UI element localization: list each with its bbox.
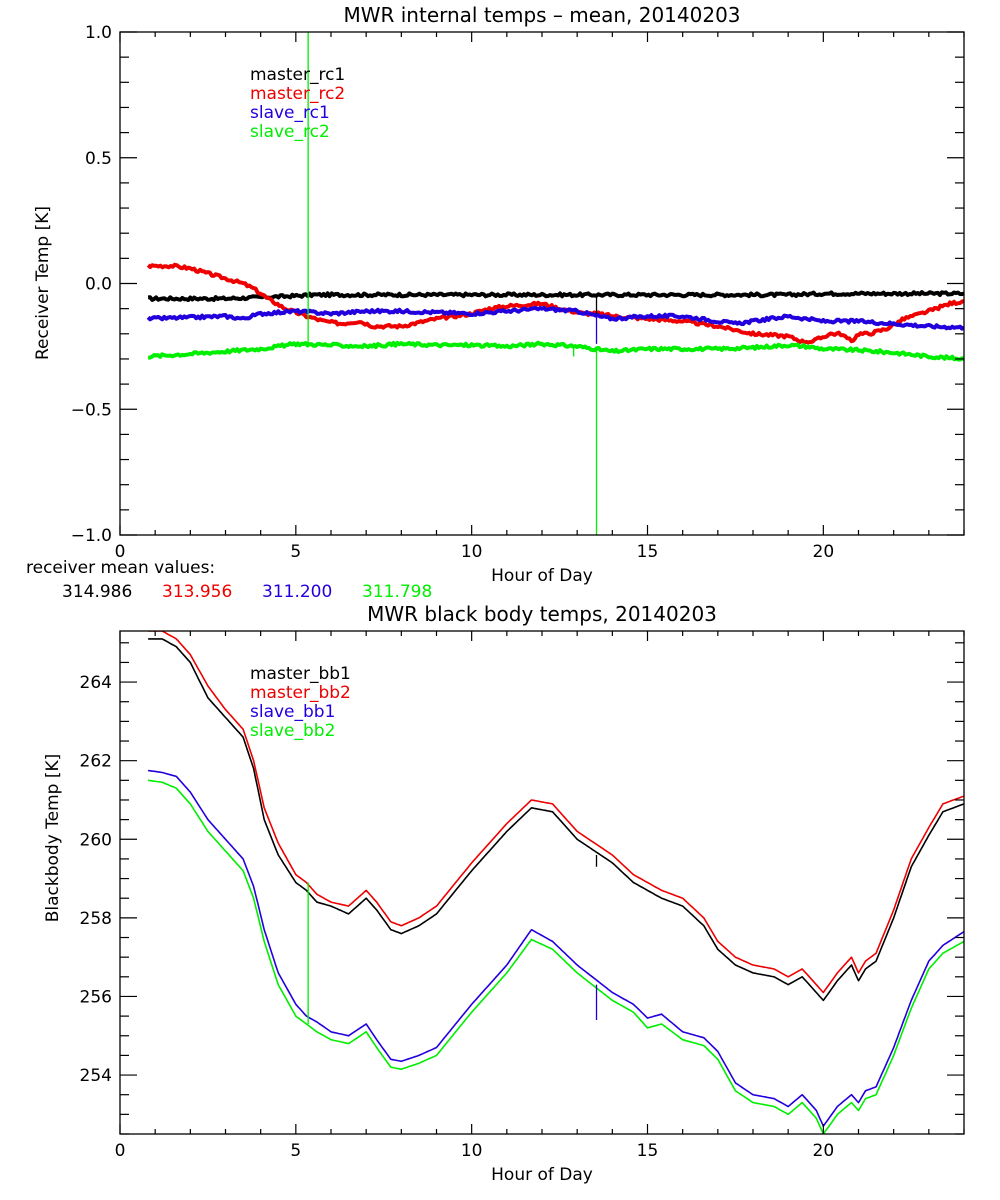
legend-item-slave-rc2: slave_rc2 — [250, 122, 330, 142]
blackbody-series-slave-bb2 — [147, 779, 964, 1134]
receiver-x-tick-label: 0 — [115, 542, 126, 562]
receiver-x-tick-label: 15 — [637, 542, 659, 562]
receiver-y-tick-label: 1.0 — [85, 23, 112, 43]
blackbody-x-tick-label: 20 — [813, 1141, 835, 1161]
receiver-y-tick-label: 0.5 — [85, 149, 112, 169]
mean-value-master-rc2: 313.956 — [162, 582, 232, 602]
mean-values-label: receiver mean values: — [26, 558, 215, 578]
receiver-y-tick-label: 0.0 — [85, 275, 112, 295]
receiver-series-slave-rc1 — [146, 305, 964, 331]
legend-item-slave-bb2: slave_bb2 — [250, 721, 335, 741]
receiver-x-tick-label: 10 — [461, 542, 483, 562]
receiver-y-tick-label: −0.5 — [71, 400, 112, 420]
blackbody-series-master-bb1 — [148, 638, 964, 1002]
receiver-x-tick-label: 5 — [290, 542, 301, 562]
receiver-spikes-group — [307, 32, 598, 535]
receiver-y-axis-label: Receiver Temp [K] — [33, 206, 53, 360]
receiver-y-tick-label: −1.0 — [71, 526, 112, 546]
receiver-axis-ticks — [119, 31, 965, 536]
legend-item-master-rc1: master_rc1 — [250, 65, 345, 85]
blackbody-x-tick-label: 15 — [637, 1141, 659, 1161]
legend-item-master-rc2: master_rc2 — [250, 84, 345, 104]
blackbody-y-tick-label: 256 — [80, 987, 112, 1007]
chart-title-blackbody: MWR black body temps, 20140203 — [367, 602, 717, 626]
blackbody-y-tick-label: 260 — [80, 830, 112, 850]
receiver-x-axis-label: Hour of Day — [491, 566, 593, 586]
receiver-series-master-rc2 — [146, 262, 964, 345]
blackbody-y-tick-label: 258 — [80, 909, 112, 929]
receiver-temp-chart: MWR internal temps – mean, 20140203 0 5 10… — [33, 3, 965, 586]
blackbody-x-tick-label: 5 — [290, 1141, 301, 1161]
receiver-x-tick-label: 20 — [813, 542, 835, 562]
blackbody-y-tick-label: 264 — [80, 673, 112, 693]
receiver-legend: master_rc1 master_rc2 slave_rc1 slave_rc… — [250, 65, 345, 142]
legend-item-master-bb1: master_bb1 — [250, 664, 351, 684]
mean-value-slave-rc1: 311.200 — [262, 582, 332, 602]
receiver-series-slave-rc2 — [148, 340, 964, 362]
blackbody-x-tick-label: 0 — [115, 1141, 126, 1161]
receiver-series-group — [146, 262, 964, 362]
blackbody-series-group — [147, 631, 964, 1134]
blackbody-spikes-group — [307, 854, 598, 1024]
blackbody-legend: master_bb1 master_bb2 slave_bb1 slave_bb… — [250, 664, 351, 741]
blackbody-x-axis-label: Hour of Day — [491, 1165, 593, 1185]
receiver-tick-labels: 0 5 10 15 20 −1.0 −0.5 0.0 0.5 1.0 — [71, 23, 834, 562]
receiver-series-master-rc1 — [148, 290, 964, 302]
legend-item-master-bb2: master_bb2 — [250, 683, 351, 703]
chart-title-receiver: MWR internal temps – mean, 20140203 — [343, 3, 740, 27]
mean-value-slave-rc2: 311.798 — [362, 582, 432, 602]
blackbody-temp-chart: MWR black body temps, 20140203 0 5 10 15 20 2… — [43, 602, 965, 1185]
blackbody-y-tick-label: 254 — [80, 1066, 112, 1086]
blackbody-tick-labels: 0 5 10 15 20 254 256 258 260 262 264 — [80, 673, 835, 1161]
legend-item-slave-bb1: slave_bb1 — [250, 702, 335, 722]
blackbody-y-axis-label: Blackbody Temp [K] — [43, 754, 63, 923]
blackbody-plot-frame — [119, 630, 965, 1135]
blackbody-axis-ticks — [119, 631, 965, 1135]
mean-value-master-rc1: 314.986 — [62, 582, 132, 602]
blackbody-x-tick-label: 10 — [461, 1141, 483, 1161]
blackbody-series-slave-bb1 — [147, 769, 964, 1127]
receiver-mean-values: receiver mean values: 314.986 313.956 31… — [26, 558, 432, 602]
legend-item-slave-rc1: slave_rc1 — [250, 103, 330, 123]
blackbody-y-tick-label: 262 — [80, 752, 112, 772]
blackbody-series-master-bb2 — [148, 631, 964, 994]
